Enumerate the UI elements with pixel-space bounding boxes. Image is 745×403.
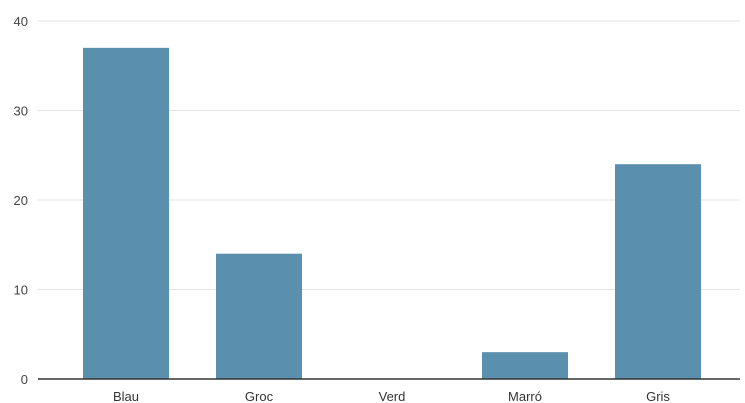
y-tick-label: 30	[14, 104, 28, 119]
y-tick-label: 0	[21, 372, 28, 387]
x-category-label: Gris	[646, 389, 670, 403]
x-category-label: Verd	[379, 389, 406, 403]
bar-blau	[83, 47, 169, 379]
y-tick-label: 20	[14, 193, 28, 208]
x-category-label: Blau	[113, 389, 139, 403]
bars	[83, 47, 701, 379]
bar-groc	[216, 253, 302, 379]
bar-marró	[482, 352, 568, 379]
x-category-label: Groc	[245, 389, 274, 403]
x-axis-category-labels: Blau Groc Verd Marró Gris	[113, 389, 670, 403]
x-category-label: Marró	[508, 389, 542, 403]
y-tick-label: 10	[14, 283, 28, 298]
y-axis-tick-labels: 0 10 20 30 40	[14, 14, 28, 387]
y-tick-label: 40	[14, 14, 28, 29]
bar-gris	[615, 164, 701, 379]
